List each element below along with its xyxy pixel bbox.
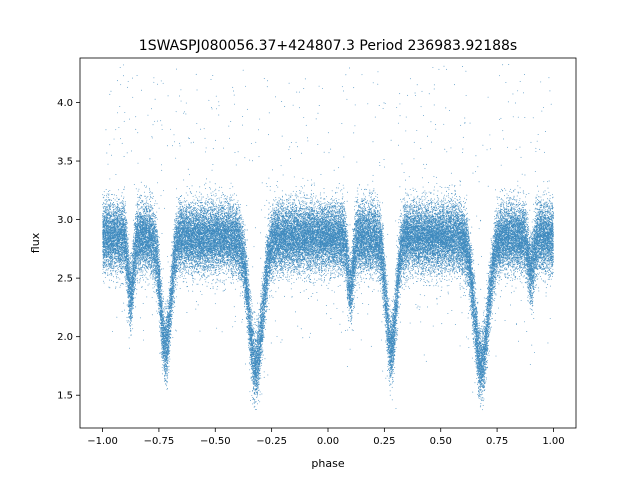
y-tick-label: 2.0: [57, 332, 73, 343]
x-tick-label: −1.00: [87, 436, 118, 447]
y-tick-label: 2.5: [57, 274, 73, 285]
chart-title: 1SWASPJ080056.37+424807.3 Period 236983.…: [139, 38, 517, 54]
y-tick-label: 1.5: [57, 391, 73, 402]
y-axis: 1.5 2.0 2.5 3.0 3.5 4.0: [57, 98, 80, 402]
x-axis: −1.00 −0.75 −0.50 −0.25 0.00 0.25 0.50 0.75 1.00: [87, 428, 565, 447]
x-tick-label: 1.00: [542, 436, 564, 447]
x-tick-label: −0.75: [144, 436, 175, 447]
x-axis-label: phase: [311, 457, 344, 470]
y-tick-label: 3.0: [57, 215, 73, 226]
x-tick-label: −0.25: [256, 436, 287, 447]
x-tick-label: 0.25: [373, 436, 395, 447]
x-tick-label: 0.00: [317, 436, 339, 447]
y-axis-label: flux: [29, 232, 42, 253]
y-tick-label: 4.0: [57, 98, 73, 109]
x-tick-label: 0.75: [486, 436, 508, 447]
y-tick-label: 3.5: [57, 157, 73, 168]
x-tick-label: 0.50: [430, 436, 452, 447]
flux-points: [102, 64, 554, 411]
data-points: [102, 64, 554, 411]
x-tick-label: −0.50: [200, 436, 231, 447]
